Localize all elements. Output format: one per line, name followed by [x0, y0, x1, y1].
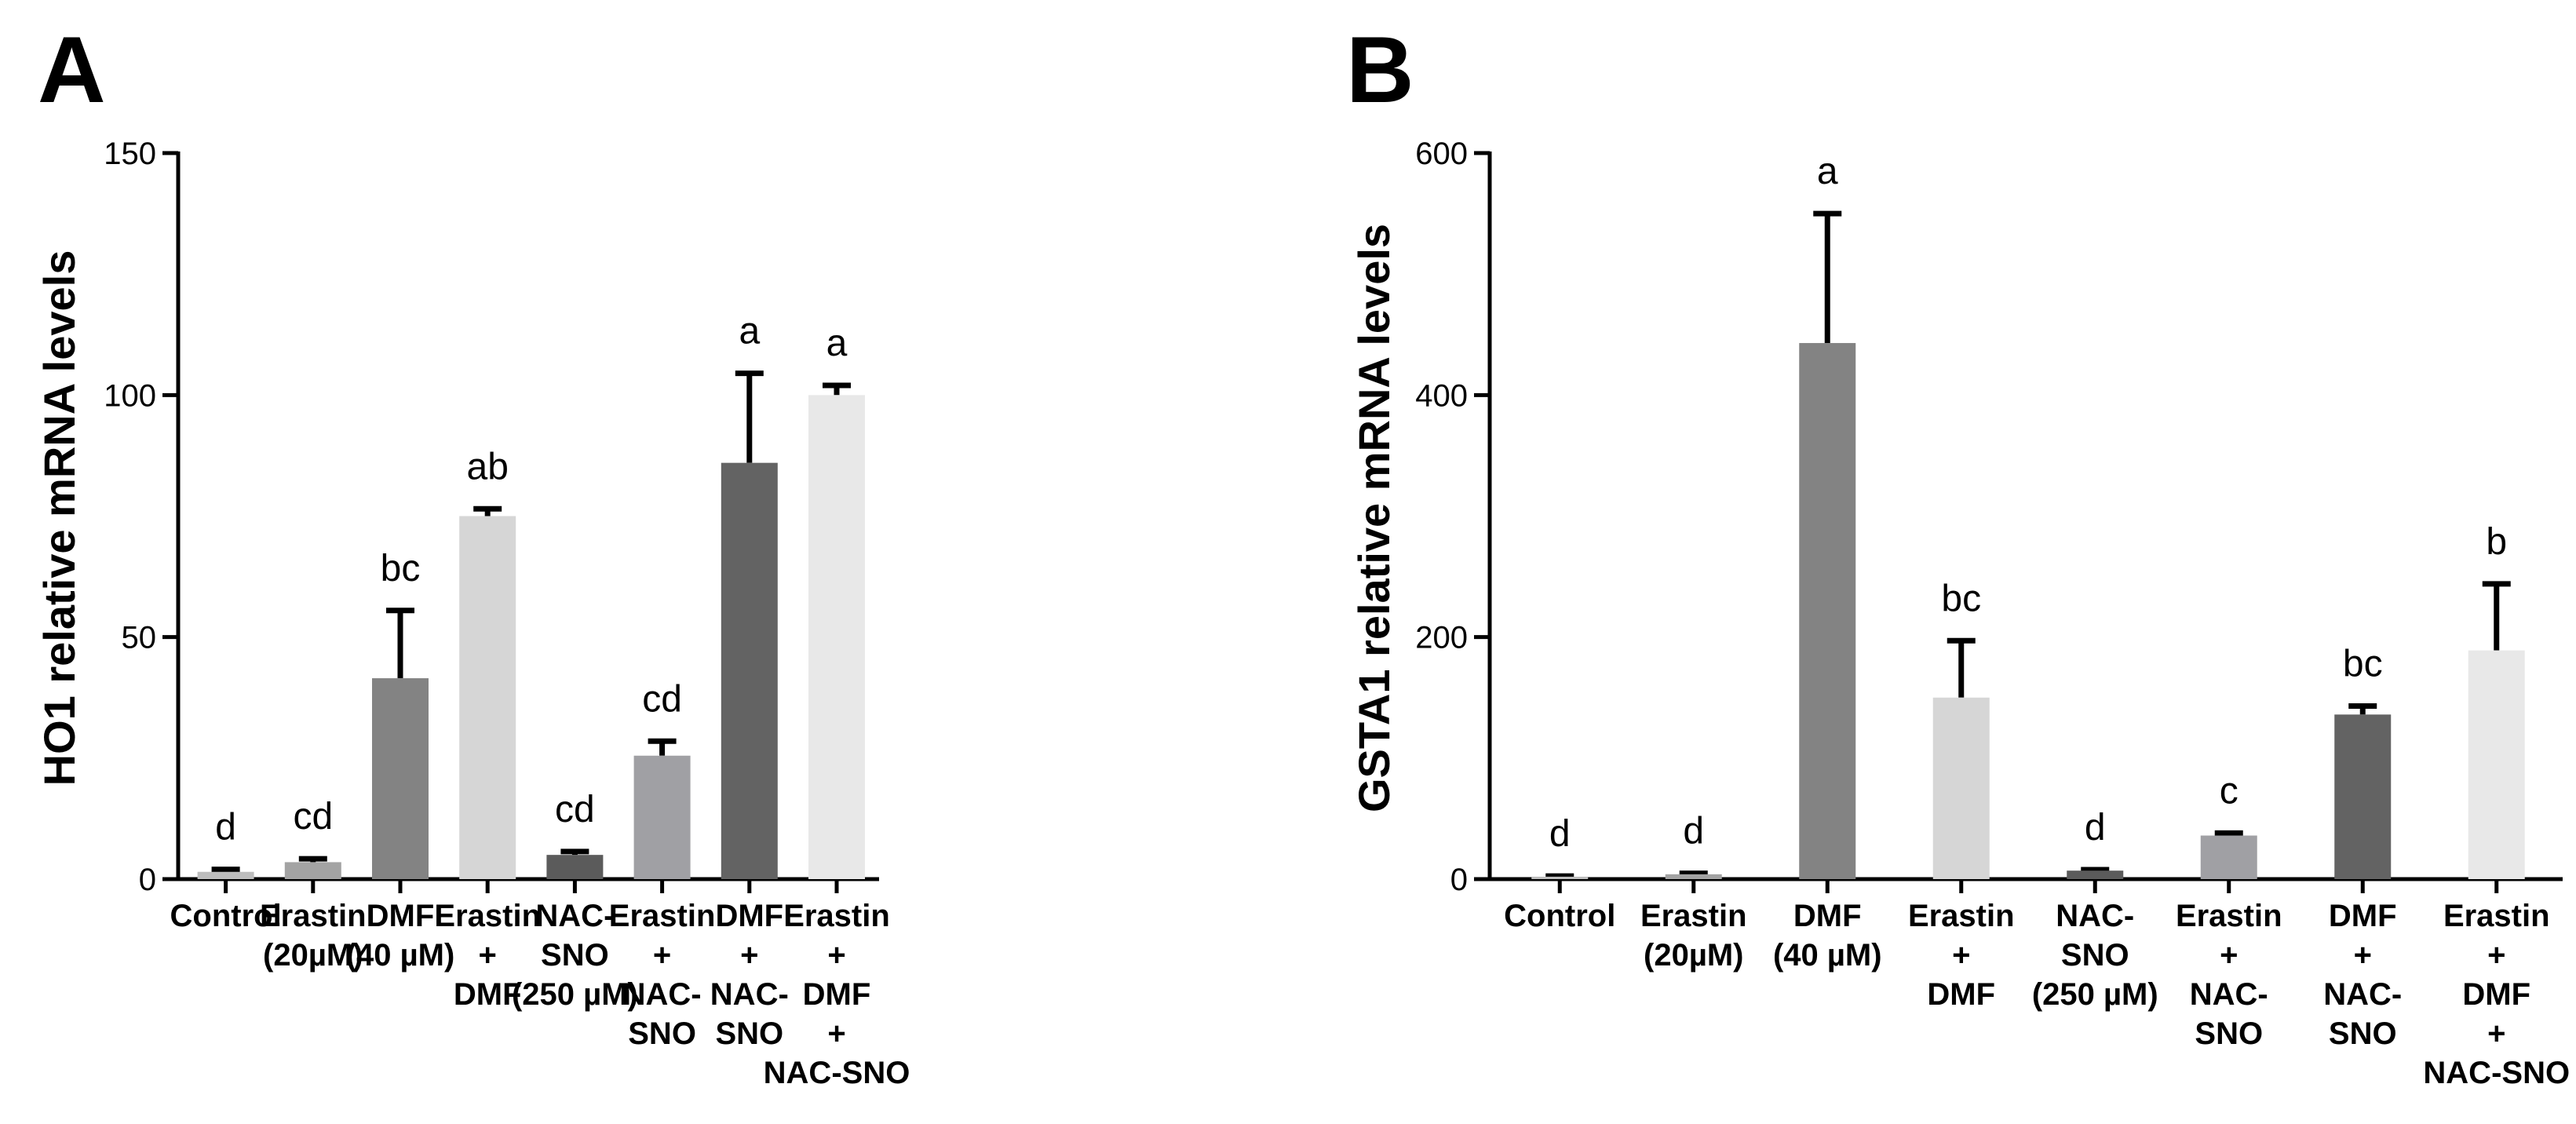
significance-label: d	[2085, 807, 2106, 848]
x-category-label: Erastin	[609, 899, 716, 933]
y-tick-label: 50	[122, 621, 157, 655]
bar	[1799, 343, 1856, 880]
y-tick-label: 0	[139, 863, 156, 897]
bar	[372, 678, 429, 879]
bar	[1665, 874, 1722, 879]
x-category-label: Erastin	[1640, 899, 1747, 933]
panel-label: A	[38, 17, 106, 122]
significance-label: bc	[1941, 578, 1981, 619]
bar	[546, 855, 604, 879]
bar	[2067, 870, 2124, 879]
significance-label: cd	[293, 796, 333, 838]
bar	[2468, 650, 2525, 879]
x-category-label: DMF	[715, 899, 783, 933]
x-category-label: DMF	[2329, 899, 2397, 933]
x-category-label: SNO	[715, 1016, 783, 1051]
x-category-label: SNO	[2329, 1016, 2397, 1051]
bar	[808, 395, 865, 879]
significance-label: c	[2220, 770, 2238, 812]
x-category-label: Erastin	[260, 899, 367, 933]
x-category-label: SNO	[628, 1016, 696, 1051]
x-category-label: +	[2487, 938, 2505, 973]
x-category-label: +	[740, 938, 758, 973]
significance-label: bc	[381, 548, 421, 589]
x-category-label: DMF	[367, 899, 435, 933]
bar	[1531, 876, 1589, 879]
x-category-label: NAC-	[2190, 977, 2268, 1012]
y-axis-title: GSTA1 relative mRNA levels	[1349, 224, 1399, 812]
x-category-label: DMF	[454, 977, 522, 1012]
significance-label: d	[1549, 813, 1571, 855]
bar	[633, 755, 691, 879]
x-category-label: +	[2354, 938, 2372, 973]
y-tick-label: 400	[1415, 378, 1468, 413]
x-category-label: DMF	[2462, 977, 2530, 1012]
bar	[2334, 714, 2392, 879]
x-category-label: SNO	[2195, 1016, 2263, 1051]
significance-label: cd	[642, 678, 682, 720]
x-category-label: Control	[1504, 899, 1615, 933]
significance-label: d	[1683, 811, 1704, 852]
x-category-label: Erastin	[434, 899, 541, 933]
x-category-label: Control	[170, 899, 282, 933]
x-category-label: (40 µM)	[1773, 938, 1882, 973]
significance-label: d	[215, 807, 236, 848]
x-category-label: Erastin	[2443, 899, 2550, 933]
x-category-label: Erastin	[2176, 899, 2282, 933]
y-tick-label: 600	[1415, 137, 1468, 171]
x-category-label: +	[653, 938, 671, 973]
y-tick-label: 100	[104, 378, 156, 413]
x-category-label: DMF	[803, 977, 871, 1012]
x-category-label: (250 µM)	[2032, 977, 2158, 1012]
significance-label: a	[826, 323, 848, 364]
x-category-label: NAC-	[2056, 899, 2134, 933]
panel-b: B GSTA1 relative mRNA levels 0 200 400 600 d Co…	[1346, 17, 2570, 1090]
x-category-label: SNO	[541, 938, 609, 973]
x-category-label: +	[2220, 938, 2238, 973]
x-category-label: +	[827, 1016, 845, 1051]
x-category-label: DMF	[1793, 899, 1862, 933]
y-tick-label: 0	[1450, 863, 1468, 897]
panel-label: B	[1346, 17, 1414, 122]
x-category-label: NAC-	[623, 977, 702, 1012]
y-tick-label: 150	[104, 137, 156, 171]
x-category-label: NAC-SNO	[2423, 1056, 2570, 1090]
y-tick-label: 200	[1415, 621, 1468, 655]
x-category-label: DMF	[1927, 977, 1995, 1012]
bar	[284, 862, 341, 879]
significance-label: cd	[555, 789, 595, 830]
x-category-label: +	[2487, 1016, 2505, 1051]
panel-a: A HO1 relative mRNA levels 0 50 100 150 d Contr…	[35, 17, 910, 1090]
x-category-label: NAC-SNO	[764, 1056, 910, 1090]
x-category-label: NAC-	[710, 977, 789, 1012]
x-category-label: NAC-	[535, 899, 614, 933]
bar	[197, 871, 254, 879]
x-category-label: Erastin	[1908, 899, 2015, 933]
x-category-label: (250 µM)	[512, 977, 638, 1012]
y-axis-title: HO1 relative mRNA levels	[35, 250, 84, 786]
bar	[2200, 835, 2257, 879]
x-category-label: NAC-	[2323, 977, 2402, 1012]
x-category-label: Erastin	[783, 899, 890, 933]
x-category-label: +	[479, 938, 497, 973]
significance-label: bc	[2343, 644, 2383, 685]
x-category-label: (20µM)	[1644, 938, 1744, 973]
significance-label: ab	[467, 446, 509, 487]
significance-label: a	[739, 311, 760, 352]
bar	[1932, 697, 1990, 879]
x-category-label: (40 µM)	[346, 938, 455, 973]
bar	[459, 516, 516, 879]
significance-label: a	[1817, 151, 1838, 192]
bar	[721, 462, 778, 879]
significance-label: b	[2486, 521, 2507, 563]
x-category-label: +	[827, 938, 845, 973]
x-category-label: SNO	[2061, 938, 2129, 973]
x-category-label: (20µM)	[263, 938, 363, 973]
x-category-label: +	[1952, 938, 1970, 973]
